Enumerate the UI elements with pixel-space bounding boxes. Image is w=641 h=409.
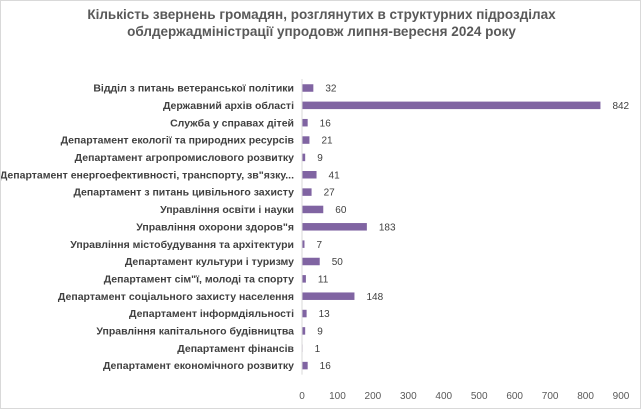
bar [302,292,355,300]
category-label: Управління освіти і науки [160,204,294,216]
data-label: 16 [320,361,332,372]
category-label: Відділ з питань ветеранської політики [93,83,294,95]
data-label: 21 [321,136,333,147]
category-label: Управління охорони здоров"я [136,221,294,233]
bar [302,153,306,162]
bar [302,257,320,266]
chart-title-line-2: облдержадміністрації упродовж липня-вере… [127,24,516,39]
bar [302,361,308,370]
x-tick-label: 200 [365,391,382,402]
x-axis: 0 100 200 300 400 500 600 700 800 900 [299,79,630,402]
bars-group [302,84,601,370]
category-labels: Відділ з питань ветеранської політики Дер… [1,83,295,373]
category-label: Департамент культури і туризму [125,256,294,268]
data-label: 32 [325,84,337,95]
bar [302,101,601,110]
data-label: 9 [317,327,323,338]
x-tick-label: 600 [506,391,523,402]
category-label: Департамент екології та природних ресурс… [61,135,295,147]
x-tick-label: 0 [299,391,305,402]
chart-title-line-1: Кількість звернень громадян, розглянутих… [87,7,556,22]
x-tick-label: 400 [435,391,452,402]
bar [302,171,317,179]
bar [302,309,307,318]
chart-title: Кількість звернень громадян, розглянутих… [1,6,641,40]
bar [302,327,306,335]
category-label: Департамент інформдіяльності [129,308,294,320]
category-label: Департамент агропромислового розвитку [75,152,294,164]
data-label: 842 [612,101,629,112]
x-tick-label: 700 [542,391,559,402]
data-label: 27 [324,188,336,199]
bar [302,275,306,283]
category-label: Департамент фінансів [177,343,294,355]
bar [302,84,314,92]
data-label: 41 [329,170,341,181]
bar [302,136,310,144]
data-label: 13 [319,309,331,320]
category-label: Департамент з питань цивільного захисту [73,187,294,199]
x-tick-label: 300 [400,391,417,402]
category-label: Департамент соціального захисту населенн… [58,291,294,303]
bar [302,223,367,231]
category-label: Департамент сім"ї, молоді та спорту [104,273,294,285]
data-label: 9 [317,153,323,164]
x-tick-label: 800 [577,391,594,402]
data-label: 148 [366,292,383,303]
x-tick-label: 100 [329,391,346,402]
x-tick-label: 900 [613,391,630,402]
bar [302,118,308,127]
bar [302,205,324,214]
category-label: Департамент економічного розвитку [103,360,294,372]
x-tick-label: 500 [471,391,488,402]
data-label: 1 [315,344,321,355]
data-label: 183 [379,222,396,233]
data-label: 7 [316,240,322,251]
data-label: 50 [332,257,344,268]
category-label: Управління капітального будівництва [96,326,294,338]
data-label: 16 [320,118,332,129]
data-label: 60 [335,205,347,216]
bar [302,240,305,248]
category-label: Державний архів області [163,100,294,112]
category-label: Управління містобудування та архітектури [70,239,294,251]
category-label: Служба у справах дітей [170,117,294,129]
data-label: 11 [318,274,329,285]
category-label: Департамент енергоефективності, транспор… [1,169,294,181]
bar [302,188,312,196]
